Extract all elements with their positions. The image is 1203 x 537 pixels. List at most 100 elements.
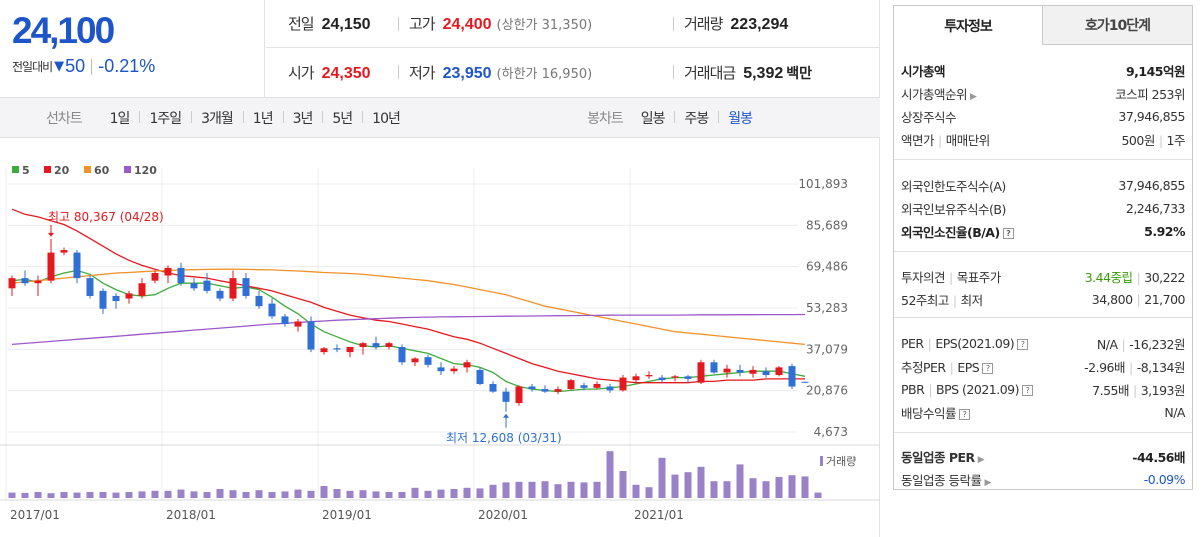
section-foreign: 외국인한도주식수(A) 37,946,855 외국인보유주식수(B) 2,246… [894,160,1192,252]
stat-prev: 전일 24,150 [288,13,398,34]
row-foreign-ratio: 외국인소진율(B/A)? 5.92% [901,220,1185,243]
volume-bar [593,481,601,498]
label-market-cap-rank[interactable]: 시가총액순위 ▶ [901,84,977,103]
upper-limit: (상한가 31,350) [496,18,593,33]
row-market-cap-rank: 시가총액순위 ▶ 코스피 253위 [901,82,1185,105]
stat-value: 223,294 [730,16,789,33]
section-opinion: 투자의견 | 목표주가 3.44중립 | 30,222 52주최고 | 최저 34,800 |… [894,252,1192,318]
stat-high: 고가 24,400 (상한가 31,350) [409,13,673,34]
volume-bar [814,492,822,498]
legend-label: 60 [94,164,110,177]
stock-chart: 101,893 85,689 69,486 53,283 37,079 20,876 4,6… [0,164,880,522]
stat-amount: 거래대금 5,392 백만 [684,62,812,83]
label-industry-change[interactable]: 동일업종 등락률 ▶ [901,470,991,489]
tab-orderbook-10[interactable]: 호가10단계 [1043,5,1193,45]
y-tick-label: 20,876 [806,384,848,398]
volume-bar [385,492,393,498]
x-tick-label: 2018/01 [166,508,216,522]
volume-bar [411,487,419,498]
high-annotation: 최고 80,367 (04/28) [48,210,164,224]
candle-body [151,273,159,281]
label-industry-per[interactable]: 동일업종 PER ▶ [901,447,985,466]
volume-bar [463,487,471,498]
down-arrow-icon: ▼ [54,59,65,74]
label-foreign-ratio: 외국인소진율(B/A) [901,225,1000,240]
stat-label: 저가 [409,63,436,82]
tab-investment-info[interactable]: 투자정보 [893,5,1043,45]
value-52w-low: 21,700 [1144,292,1185,307]
ma-120-line [11,313,806,346]
candle-body [164,267,172,276]
tab-5y[interactable]: 5년 [322,108,362,128]
volume-bar [34,492,42,498]
candle-body [203,280,211,291]
caret-right-icon: ▶ [977,455,985,465]
current-price-box: 24,100 전일대비 ▼ 50 -0.21% [0,0,265,97]
legend-label: 120 [134,164,157,177]
stat-unit: 백만 [786,65,813,82]
tab-1d[interactable]: 1일 [109,110,131,127]
ma-20-line [11,208,805,384]
stat-label: 시가 [288,63,315,82]
volume-bar [554,484,562,498]
volume-bar [749,478,757,498]
volume-bar [294,489,302,498]
label-bps: BPS (2021.09) [936,382,1019,397]
value-est-per: -2.96배 [1084,360,1125,375]
help-icon[interactable]: ? [1017,339,1029,350]
volume-bar [151,490,159,498]
candle-body [385,343,393,347]
volume-bar [320,486,328,498]
volume-bar [736,464,744,498]
stat-label: 거래량 [684,15,723,33]
caret-right-icon: ▶ [970,92,977,102]
label-trade-unit: 매매단위 [945,133,991,148]
candle-body [450,368,458,372]
volume-bar [307,490,315,498]
price-stats: 전일 24,150 고가 24,400 (상한가 31,350) 거래량 223… [266,0,880,97]
tab-daily[interactable]: 일봉 [640,110,666,127]
tab-1w[interactable]: 1주일 [139,108,191,128]
value-opinion: 3.44중립 [1084,270,1133,285]
candle-body [463,362,471,368]
tab-1y[interactable]: 1년 [242,108,283,128]
y-tick-label: 37,079 [806,342,848,356]
volume-bar [723,481,731,498]
stat-value: 5,392 [743,64,784,82]
tab-3y[interactable]: 3년 [282,108,323,128]
candle-body [242,278,250,296]
help-icon[interactable]: ? [959,409,971,420]
tab-weekly[interactable]: 주봉 [674,108,718,128]
divider [398,65,399,79]
stat-value: 23,950 [442,64,492,82]
volume-legend-label: 거래량 [826,455,856,468]
help-icon[interactable]: ? [982,363,994,374]
candle-body [21,278,29,284]
tab-monthly[interactable]: 월봉 [718,108,762,128]
label-dividend: 배당수익률 [901,406,957,421]
stat-value: 24,150 [321,16,371,33]
help-icon[interactable]: ? [1002,228,1014,239]
tab-3m[interactable]: 3개월 [191,108,243,128]
low-annotation: 최저 12,608 (03/31) [446,431,562,445]
candle-body [99,290,107,309]
label-text: 시가총액순위 [901,87,968,102]
section-industry: 동일업종 PER ▶ -44.56배 동일업종 등락률 ▶ -0.09% [894,433,1192,491]
candle-body [632,376,640,381]
tab-10y[interactable]: 10년 [362,108,410,128]
label-text: 동일업종 PER [901,450,975,465]
candle-body [307,321,315,350]
divider [673,16,674,31]
x-tick-label: 2020/01 [478,508,528,522]
stat-label: 거래대금 [684,63,736,82]
row-per: PER | EPS(2021.09)? N/A | -16,232원 [901,336,1185,352]
candle-body [47,252,55,281]
candle-body [710,362,718,373]
help-icon[interactable]: ? [1022,385,1033,396]
investment-info-panel: 투자정보 호가10단계 시가총액 9,145억원 시가총액순위 ▶ 코스피 253… [893,5,1193,490]
volume-bar [203,492,211,498]
info-body: 시가총액 9,145억원 시가총액순위 ▶ 코스피 253위 상장주식수 37,9… [893,45,1193,490]
candle-body [60,250,68,253]
legend-swatch [124,166,131,173]
chart-tab-bar: 선차트 1일 1주일 3개월 1년 3년 5년 10년 봉차트 일봉 주봉 월봉 [0,97,880,138]
